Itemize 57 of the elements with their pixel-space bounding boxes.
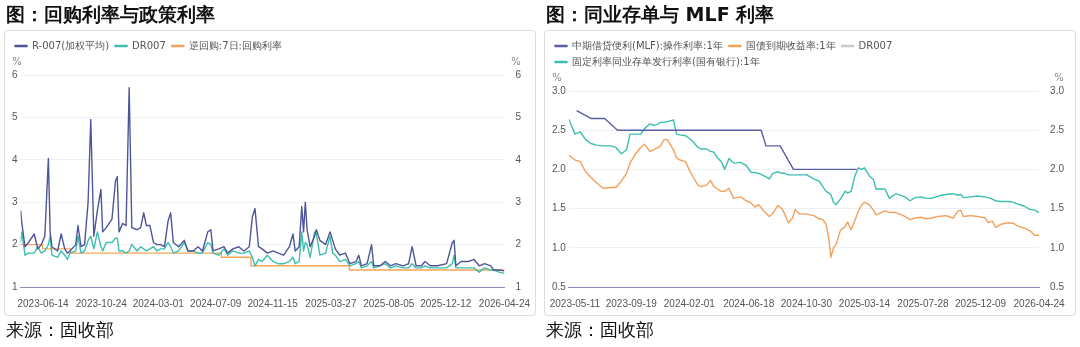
x-tick-label: 2026-04-24 [1013,297,1066,309]
y-tick-label: 6 [12,68,18,80]
x-tick-label: 2025-12-12 [420,297,472,309]
chart-title: 图：回购利率与政策利率 [6,2,215,27]
y2-tick-label: 1 [515,280,522,292]
y-tick-label: 3.0 [552,84,567,96]
y2-tick-label: 4 [515,153,522,165]
y-tick-label: 0.5 [552,280,567,292]
x-tick-label: 2024-10-30 [780,297,833,309]
y-axis-title: % [12,55,22,67]
x-tick-label: 2024-02-01 [663,297,716,309]
y2-tick-label: 3 [515,195,522,207]
x-tick-label: 2024-11-15 [247,297,299,309]
source-note: 来源：固收部 [546,318,654,342]
x-tick-label: 2023-06-14 [17,297,70,309]
legend-label: 逆回购:7日:回购利率 [188,39,282,51]
y-tick-label: 1.5 [552,202,567,214]
y2-tick-label: 5 [515,111,522,123]
y-tick-label: 1.0 [552,241,567,253]
legend-label: 国债到期收益率:1年 [745,39,836,51]
legend-label: DR007 [858,39,893,51]
y-tick-label: 2.0 [552,163,567,175]
y2-tick-label: 2 [515,238,522,250]
legend-label: R-007(加权平均) [32,39,110,51]
x-tick-label: 2025-07-28 [897,297,949,309]
x-tick-label: 2023-05-11 [549,297,601,309]
y2-tick-label: 6 [515,68,522,80]
y2-tick-label: 0.5 [1050,280,1065,292]
x-tick-label: 2024-07-09 [190,297,242,309]
y2-axis-title: % [511,55,521,67]
x-tick-label: 2025-03-14 [838,297,891,309]
y2-tick-label: 1.0 [1050,241,1065,253]
chart-title: 图：同业存单与 MLF 利率 [546,2,775,27]
x-tick-label: 2023-10-24 [75,297,128,309]
y2-axis-title: % [1054,71,1064,83]
legend-label: DR007 [132,39,166,51]
y2-tick-label: 2.5 [1050,123,1065,135]
y-tick-label: 2 [12,238,18,250]
source-note: 来源：固收部 [6,318,114,342]
x-tick-label: 2024-06-18 [723,297,775,309]
x-tick-label: 2025-12-09 [955,297,1007,309]
y-tick-label: 4 [12,153,18,165]
y2-tick-label: 2.0 [1050,163,1065,175]
y-tick-label: 2.5 [552,123,567,135]
x-tick-label: 2025-08-05 [363,297,415,309]
y-tick-label: 3 [12,195,18,207]
y2-tick-label: 1.5 [1050,202,1065,214]
y-tick-label: 1 [12,280,18,292]
x-tick-label: 2023-09-19 [605,297,658,309]
y-tick-label: 5 [12,111,18,123]
x-tick-label: 2024-03-01 [132,297,185,309]
legend-label: 中期借贷便利(MLF):操作利率:1年 [572,39,723,51]
legend-label: 固定利率同业存单发行利率(国有银行):1年 [572,55,760,67]
y-axis-title: % [552,71,562,83]
x-tick-label: 2025-03-27 [305,297,357,309]
y2-tick-label: 3.0 [1050,84,1065,96]
x-tick-label: 2026-04-24 [478,297,531,309]
